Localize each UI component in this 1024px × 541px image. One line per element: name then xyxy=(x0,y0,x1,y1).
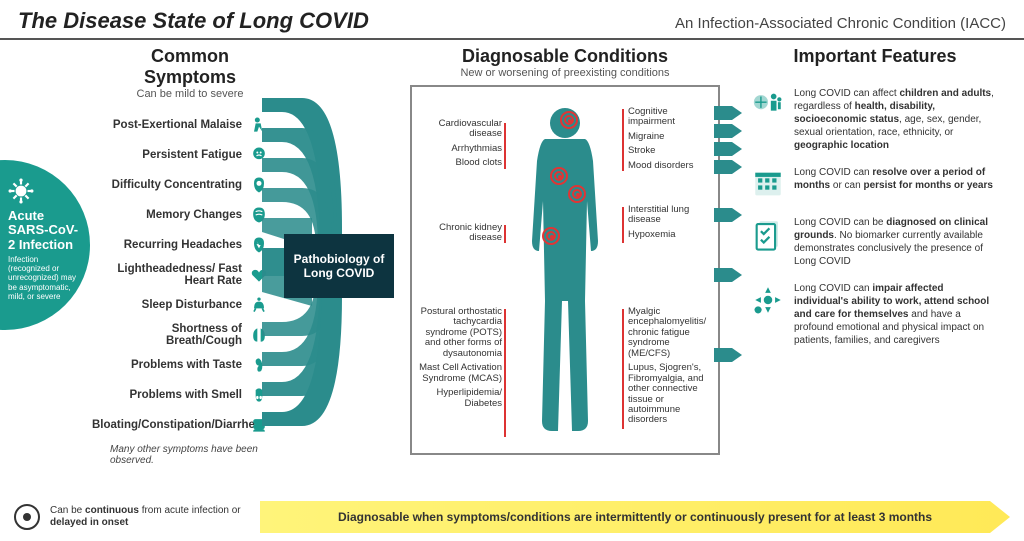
diagnosable-column: Diagnosable Conditions New or worsening … xyxy=(410,46,720,470)
eye-icon xyxy=(14,504,40,530)
symptom-label: Difficulty Concentrating xyxy=(112,179,242,191)
feature-item: Long COVID can affect children and adult… xyxy=(750,87,1000,152)
diagnosable-panel: Cardiovascular diseaseArrhythmiasBlood c… xyxy=(410,85,720,455)
target-head-icon xyxy=(560,111,578,129)
symptom-label: Memory Changes xyxy=(146,209,242,221)
symptom-label: Sleep Disturbance xyxy=(142,299,242,311)
main-columns: Acute SARS-CoV-2 Infection Infection (re… xyxy=(0,40,1024,470)
connector-icon xyxy=(504,225,506,243)
diagnosable-heading: Diagnosable Conditions xyxy=(410,46,720,67)
symptoms-column: Common Symptoms Can be mild to severe Po… xyxy=(0,46,270,470)
connector-icon xyxy=(504,309,506,437)
symptom-row: Problems with Taste xyxy=(110,350,270,380)
connector-icon xyxy=(622,109,624,171)
target-heart-icon xyxy=(550,167,568,185)
diagnosable-sub: New or worsening of preexisting conditio… xyxy=(410,67,720,79)
symptom-label: Lightheadedness/ Fast Heart Rate xyxy=(110,263,242,287)
human-body-icon xyxy=(510,101,620,441)
symptoms-sub: Can be mild to severe xyxy=(110,88,270,100)
symptom-label: Problems with Taste xyxy=(131,359,242,371)
symptom-label: Recurring Headaches xyxy=(124,239,242,251)
feature-item: Long COVID can impair affected individua… xyxy=(750,282,1000,347)
footer: Can be continuous from acute infection o… xyxy=(0,501,1024,533)
feature-icon xyxy=(750,87,786,123)
features-column: Important Features Long COVID can affect… xyxy=(720,46,1000,470)
feature-text: Long COVID can affect children and adult… xyxy=(794,87,1000,152)
pathobiology-box: Pathobiology of Long COVID xyxy=(284,234,394,298)
header: The Disease State of Long COVID An Infec… xyxy=(0,0,1024,40)
connector-icon xyxy=(504,123,506,169)
target-kidney-icon xyxy=(542,227,560,245)
feature-text: Long COVID can be diagnosed on clinical … xyxy=(794,216,1000,268)
symptom-label: Persistent Fatigue xyxy=(142,149,242,161)
symptom-row: Memory Changes xyxy=(110,200,270,230)
connector-icon xyxy=(622,309,624,429)
footer-arrow: Diagnosable when symptoms/conditions are… xyxy=(260,501,1010,533)
symptom-row: Problems with Smell xyxy=(110,380,270,410)
footer-left-text: Can be continuous from acute infection o… xyxy=(50,505,250,529)
symptom-label: Problems with Smell xyxy=(130,389,242,401)
page-title: The Disease State of Long COVID xyxy=(18,8,369,34)
connector-icon xyxy=(622,207,624,243)
page-subtitle: An Infection-Associated Chronic Conditio… xyxy=(675,15,1006,32)
converge-flow: Pathobiology of Long COVID xyxy=(270,46,410,470)
feature-icon xyxy=(750,166,786,202)
symptoms-note: Many other symptoms have been observed. xyxy=(110,444,270,466)
feature-icon xyxy=(750,216,786,252)
diag-left-mid: Chronic kidney disease xyxy=(418,223,502,248)
diag-right-top: Cognitive impairmentMigraineStrokeMood d… xyxy=(628,107,714,175)
target-lung-icon xyxy=(568,185,586,203)
diag-right-mid: Interstitial lung diseaseHypoxemia xyxy=(628,205,714,244)
symptom-row: Recurring Headaches xyxy=(110,230,270,260)
symptom-label: Bloating/Constipation/Diarrhea xyxy=(92,419,242,431)
symptom-label: Shortness of Breath/Cough xyxy=(110,323,242,347)
symptom-row: Persistent Fatigue xyxy=(110,140,270,170)
diag-right-bot: Myalgic encephalomyelitis/ chronic fatig… xyxy=(628,307,714,430)
feature-item: Long COVID can be diagnosed on clinical … xyxy=(750,216,1000,268)
diag-left-bot: Postural orthostatic tachycardia syndrom… xyxy=(416,307,502,413)
symptom-label: Post-Exertional Malaise xyxy=(113,119,242,131)
symptom-row: Sleep Disturbance xyxy=(110,290,270,320)
feature-text: Long COVID can resolve over a period of … xyxy=(794,166,1000,192)
symptom-row: Bloating/Constipation/Diarrhea xyxy=(110,410,270,440)
symptom-row: Difficulty Concentrating xyxy=(110,170,270,200)
features-heading: Important Features xyxy=(750,46,1000,67)
symptom-row: Shortness of Breath/Cough xyxy=(110,320,270,350)
diag-left-top: Cardiovascular diseaseArrhythmiasBlood c… xyxy=(418,119,502,173)
feature-text: Long COVID can impair affected individua… xyxy=(794,282,1000,347)
feature-arrows-icon xyxy=(714,96,744,456)
feature-icon xyxy=(750,282,786,318)
feature-item: Long COVID can resolve over a period of … xyxy=(750,166,1000,202)
symptom-row: Post-Exertional Malaise xyxy=(110,110,270,140)
symptom-row: Lightheadedness/ Fast Heart Rate xyxy=(110,260,270,290)
symptoms-heading: Common Symptoms xyxy=(110,46,270,88)
